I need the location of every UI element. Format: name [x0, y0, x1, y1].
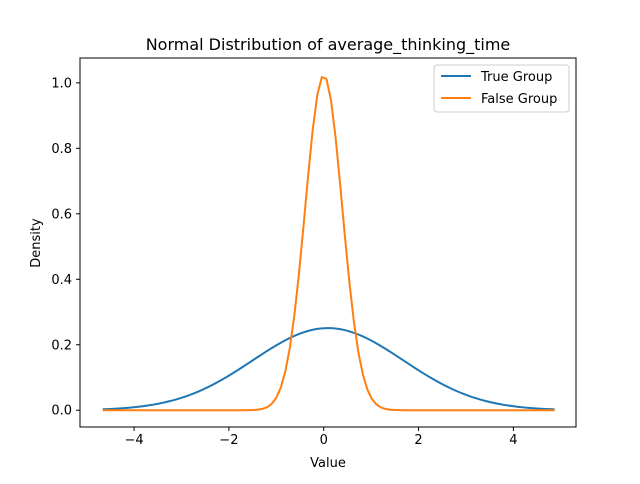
- y-tick-label: 0.2: [51, 338, 72, 353]
- y-axis-label: Density: [29, 218, 44, 268]
- x-tick-label: 0: [320, 433, 328, 448]
- y-axis: 0.0 0.2 0.4 0.6 0.8 1.0: [51, 76, 80, 419]
- x-tick-label: −4: [124, 433, 143, 448]
- y-tick-label: 0.6: [51, 207, 72, 222]
- x-tick-label: 2: [414, 433, 422, 448]
- y-tick-label: 0.8: [51, 142, 72, 157]
- plot-area: [79, 57, 577, 428]
- legend-label-true-group: True Group: [480, 70, 552, 85]
- legend-label-false-group: False Group: [481, 92, 557, 107]
- x-axis-label: Value: [310, 456, 346, 471]
- y-tick-label: 0.0: [51, 404, 72, 419]
- x-tick-label: −2: [219, 433, 238, 448]
- x-axis: −4 −2 0 2 4: [124, 427, 518, 448]
- chart-title: Normal Distribution of average_thinking_…: [146, 35, 511, 55]
- x-tick-label: 4: [509, 433, 517, 448]
- series-layer: [102, 76, 555, 412]
- plot-frame: [79, 57, 577, 428]
- series-line-true-group: [102, 327, 555, 411]
- series-line-false-group: [102, 76, 555, 412]
- y-tick-label: 0.4: [51, 273, 72, 288]
- y-tick-label: 1.0: [51, 76, 72, 91]
- legend: True Group False Group: [433, 64, 570, 113]
